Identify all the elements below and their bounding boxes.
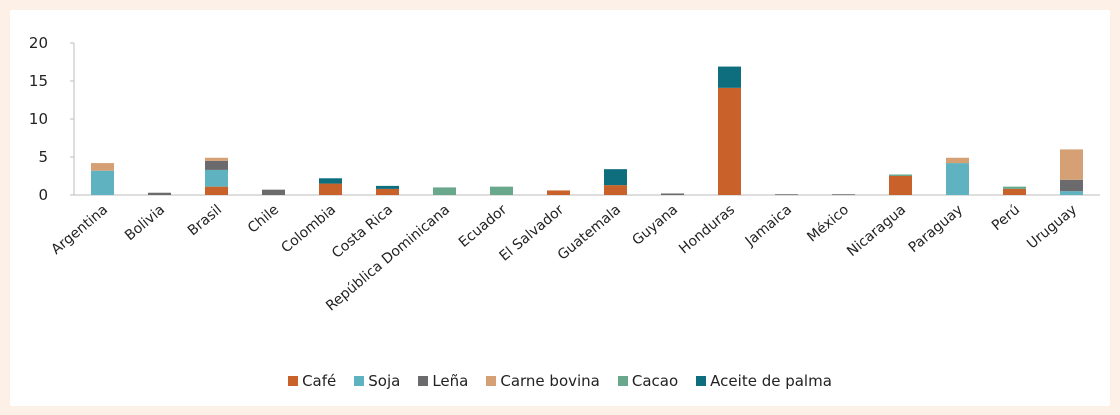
bar-segment [490,186,513,195]
legend-item: Carne bovina [486,372,600,390]
bar-segment [205,186,228,195]
legend-label: Aceite de palma [710,372,832,390]
bar-segment [946,157,969,164]
bar-segment [91,163,114,171]
legend-swatch [696,376,707,386]
bar-segment [718,87,741,195]
y-tick-label: 5 [38,148,48,166]
y-tick-label: 15 [29,72,48,90]
legend-item: Aceite de palma [696,372,832,390]
legend-item: Leña [418,372,468,390]
legend-swatch [418,376,429,386]
legend-item: Cacao [617,372,679,390]
bar-segment [205,157,228,161]
x-tick-label: Guatemala [555,202,624,264]
bar-segment [547,190,570,195]
bars [91,66,1083,196]
legend-swatch [288,376,299,386]
bar-segment [661,193,684,195]
bar-segment [604,169,627,186]
x-tick-label: Uruguay [1024,202,1080,253]
legend-swatch [354,376,365,386]
bar-segment [91,170,114,195]
legend-label: Café [302,372,337,390]
bar-segment [946,163,969,195]
bar-segment [1060,191,1083,195]
legend-label: Cacao [631,372,679,390]
x-tick-label: Brasil [185,202,225,239]
bar-segment [832,194,855,196]
x-tick-label: Chile [245,202,282,237]
chart-panel: 0 5 10 15 20 Argentina Bolivia Brasil Chile Colo… [10,10,1110,406]
y-tick-label: 10 [29,110,48,128]
bar-segment [889,176,912,195]
x-tick-label: Guyana [629,202,681,249]
x-tick-label: Ecuador [456,202,510,251]
bar-segment [718,66,741,88]
bar-segment [889,174,912,176]
bar-segment [1003,186,1026,189]
bar-segment [376,185,399,189]
y-tick-label: 0 [38,186,48,204]
x-tick-label: Bolivia [122,202,168,244]
x-tick-labels: Argentina Bolivia Brasil ChileColombiaCosta… [48,202,1080,315]
x-tick-label: Paraguay [906,202,966,256]
bar-segment [262,189,285,195]
legend-label: Leña [432,372,469,390]
bar-segment [205,160,228,170]
bar-segment [148,192,171,195]
bar-segment [1003,188,1026,195]
bar-segment [433,187,456,195]
bar-segment [319,183,342,195]
x-tick-label: Nicaragua [844,202,909,260]
y-tick-label: 20 [29,34,48,52]
x-tick-label: México [804,202,852,246]
x-tick-label: Argentina [48,202,111,258]
bar-segment [205,169,228,187]
x-tick-label: Jamaica [742,202,795,250]
legend-item: Soja [354,372,400,390]
x-tick-label: Honduras [676,202,738,258]
legend-item: Café [288,372,336,390]
legend: Café Soja Leña Carne bovina Cacao Aceite de p… [10,372,1110,390]
legend-swatch [486,376,497,386]
legend-swatch [617,376,628,386]
bar-segment [319,178,342,184]
bar-segment [376,188,399,195]
bar-segment [604,185,627,195]
bar-segment [1060,149,1083,180]
bar-segment [775,194,798,196]
y-axis: 0 5 10 15 20 [29,34,75,204]
x-tick-label: Perú [989,202,1023,234]
bar-segment [1060,179,1083,192]
legend-label: Soja [368,372,401,390]
legend-label: Carne bovina [500,372,600,390]
